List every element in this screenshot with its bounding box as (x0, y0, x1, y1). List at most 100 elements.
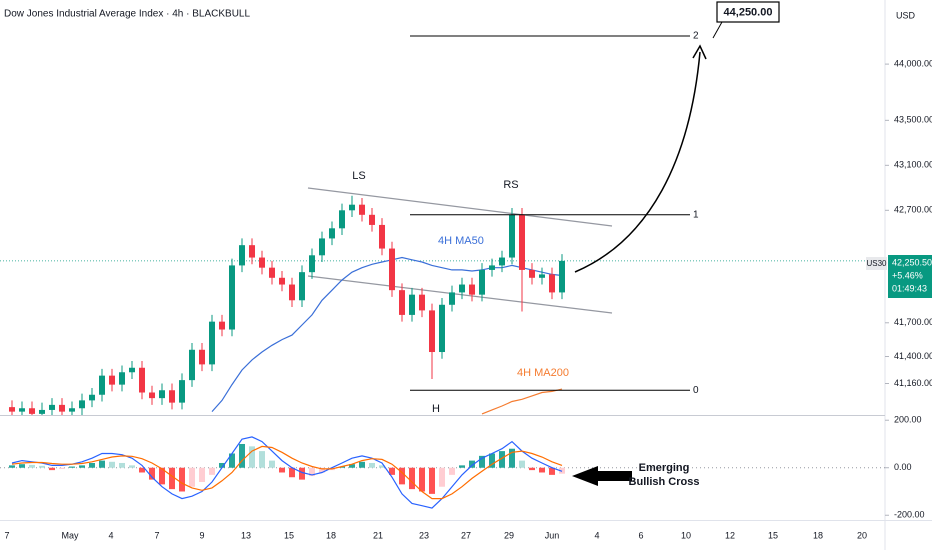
candle-body (199, 349, 205, 365)
y-tick-label: 43,500.00 (894, 115, 932, 125)
ma200-label: 4H MA200 (517, 367, 569, 379)
candle-body (519, 214, 525, 270)
histogram-bar (19, 464, 25, 468)
histogram-bar (159, 467, 165, 485)
candle-body (169, 390, 175, 403)
histogram-bar (369, 462, 375, 468)
x-tick-label: 29 (504, 530, 514, 540)
x-tick-label: 13 (241, 530, 251, 540)
histogram-bar (269, 460, 275, 468)
histogram-bar (289, 467, 295, 478)
target-box (716, 1, 780, 23)
histogram-bar (189, 467, 195, 487)
candle-body (419, 294, 425, 311)
cross-arrow (572, 466, 632, 486)
histogram-bar (519, 460, 525, 468)
histogram-bar (239, 443, 245, 468)
y-tick-label: 42,700.00 (894, 205, 932, 215)
moving-average (211, 256, 563, 412)
histogram-bar (129, 465, 135, 468)
histogram-bar (169, 467, 175, 490)
x-tick-label: 4 (594, 530, 599, 540)
candle-body (339, 210, 345, 229)
histogram-bar (209, 467, 215, 475)
candle-body (479, 269, 485, 295)
candle-body (369, 214, 375, 225)
histogram-bar (59, 467, 65, 469)
candle-body (429, 310, 435, 353)
candle-body (219, 321, 225, 330)
currency: USD (896, 10, 916, 20)
histogram-bar (69, 466, 75, 468)
candle-body (489, 265, 495, 270)
channel-upper (307, 187, 613, 227)
cross-label-1: Emerging (639, 462, 690, 474)
candle-body (469, 284, 475, 295)
histogram-bar (479, 455, 485, 468)
histogram-bar (319, 467, 325, 473)
x-tick-label: 21 (373, 530, 383, 540)
candle-body (99, 375, 105, 395)
histogram-bar (539, 467, 545, 473)
candle-body (269, 267, 275, 278)
candle-body (139, 367, 145, 393)
x-tick-label: May (61, 530, 79, 540)
x-tick-label: 23 (419, 530, 429, 540)
candle-body (69, 408, 75, 412)
x-tick-label: Jun (545, 530, 560, 540)
x-tick-label: 7 (154, 530, 159, 540)
candle-body (329, 228, 335, 239)
chart-title: Dow Jones Industrial Average Index · 4h … (4, 9, 250, 20)
histogram-bar (39, 465, 45, 468)
last-price: 42,250.50 (892, 257, 932, 267)
level-label: 1 (693, 209, 699, 220)
x-tick-label: 18 (813, 530, 823, 540)
candle-body (499, 257, 505, 266)
candle-body (299, 272, 305, 301)
candle-body (539, 274, 545, 278)
candle-body (439, 304, 445, 353)
histogram-bar (449, 467, 455, 475)
candle-body (379, 224, 385, 249)
candle-body (459, 284, 465, 293)
x-tick-label: 10 (681, 530, 691, 540)
candle-body (409, 294, 415, 315)
ls-label: LS (352, 170, 365, 182)
candle-body (389, 248, 395, 291)
x-tick-label: 15 (768, 530, 778, 540)
y-tick-label: 44,000.00 (894, 58, 932, 68)
histogram-bar (439, 467, 445, 487)
candle-body (309, 255, 315, 273)
candle-body (249, 245, 255, 258)
price-pane (0, 195, 885, 415)
candle-body (129, 367, 135, 373)
histogram-bar (89, 462, 95, 468)
projection-arrowhead (692, 44, 707, 60)
level-label: 2 (693, 31, 699, 42)
target-label: 44,250.00 (724, 6, 773, 18)
candle-body (259, 257, 265, 268)
x-tick-label: 27 (461, 530, 471, 540)
macd-tick-label: -200.00 (894, 510, 925, 520)
target-pointer (712, 21, 723, 39)
histogram-bar (509, 448, 515, 468)
candle-body (449, 292, 455, 305)
macd-tick-label: 200.00 (894, 415, 922, 425)
candle-body (9, 407, 15, 412)
y-tick-label: 41,400.00 (894, 351, 932, 361)
histogram-bar (379, 465, 385, 468)
x-tick-label: 6 (638, 530, 643, 540)
histogram-bar (219, 462, 225, 468)
candle-body (559, 260, 565, 293)
histogram-bar (399, 467, 405, 485)
candle-body (279, 277, 285, 285)
histogram-bar (229, 453, 235, 468)
candle-body (359, 204, 365, 215)
x-tick-label: 7 (4, 530, 9, 540)
histogram-bar (459, 465, 465, 468)
change: +5.46% (892, 270, 923, 280)
histogram-bar (389, 467, 395, 475)
histogram-bar (359, 461, 365, 468)
candle-body (229, 265, 235, 330)
